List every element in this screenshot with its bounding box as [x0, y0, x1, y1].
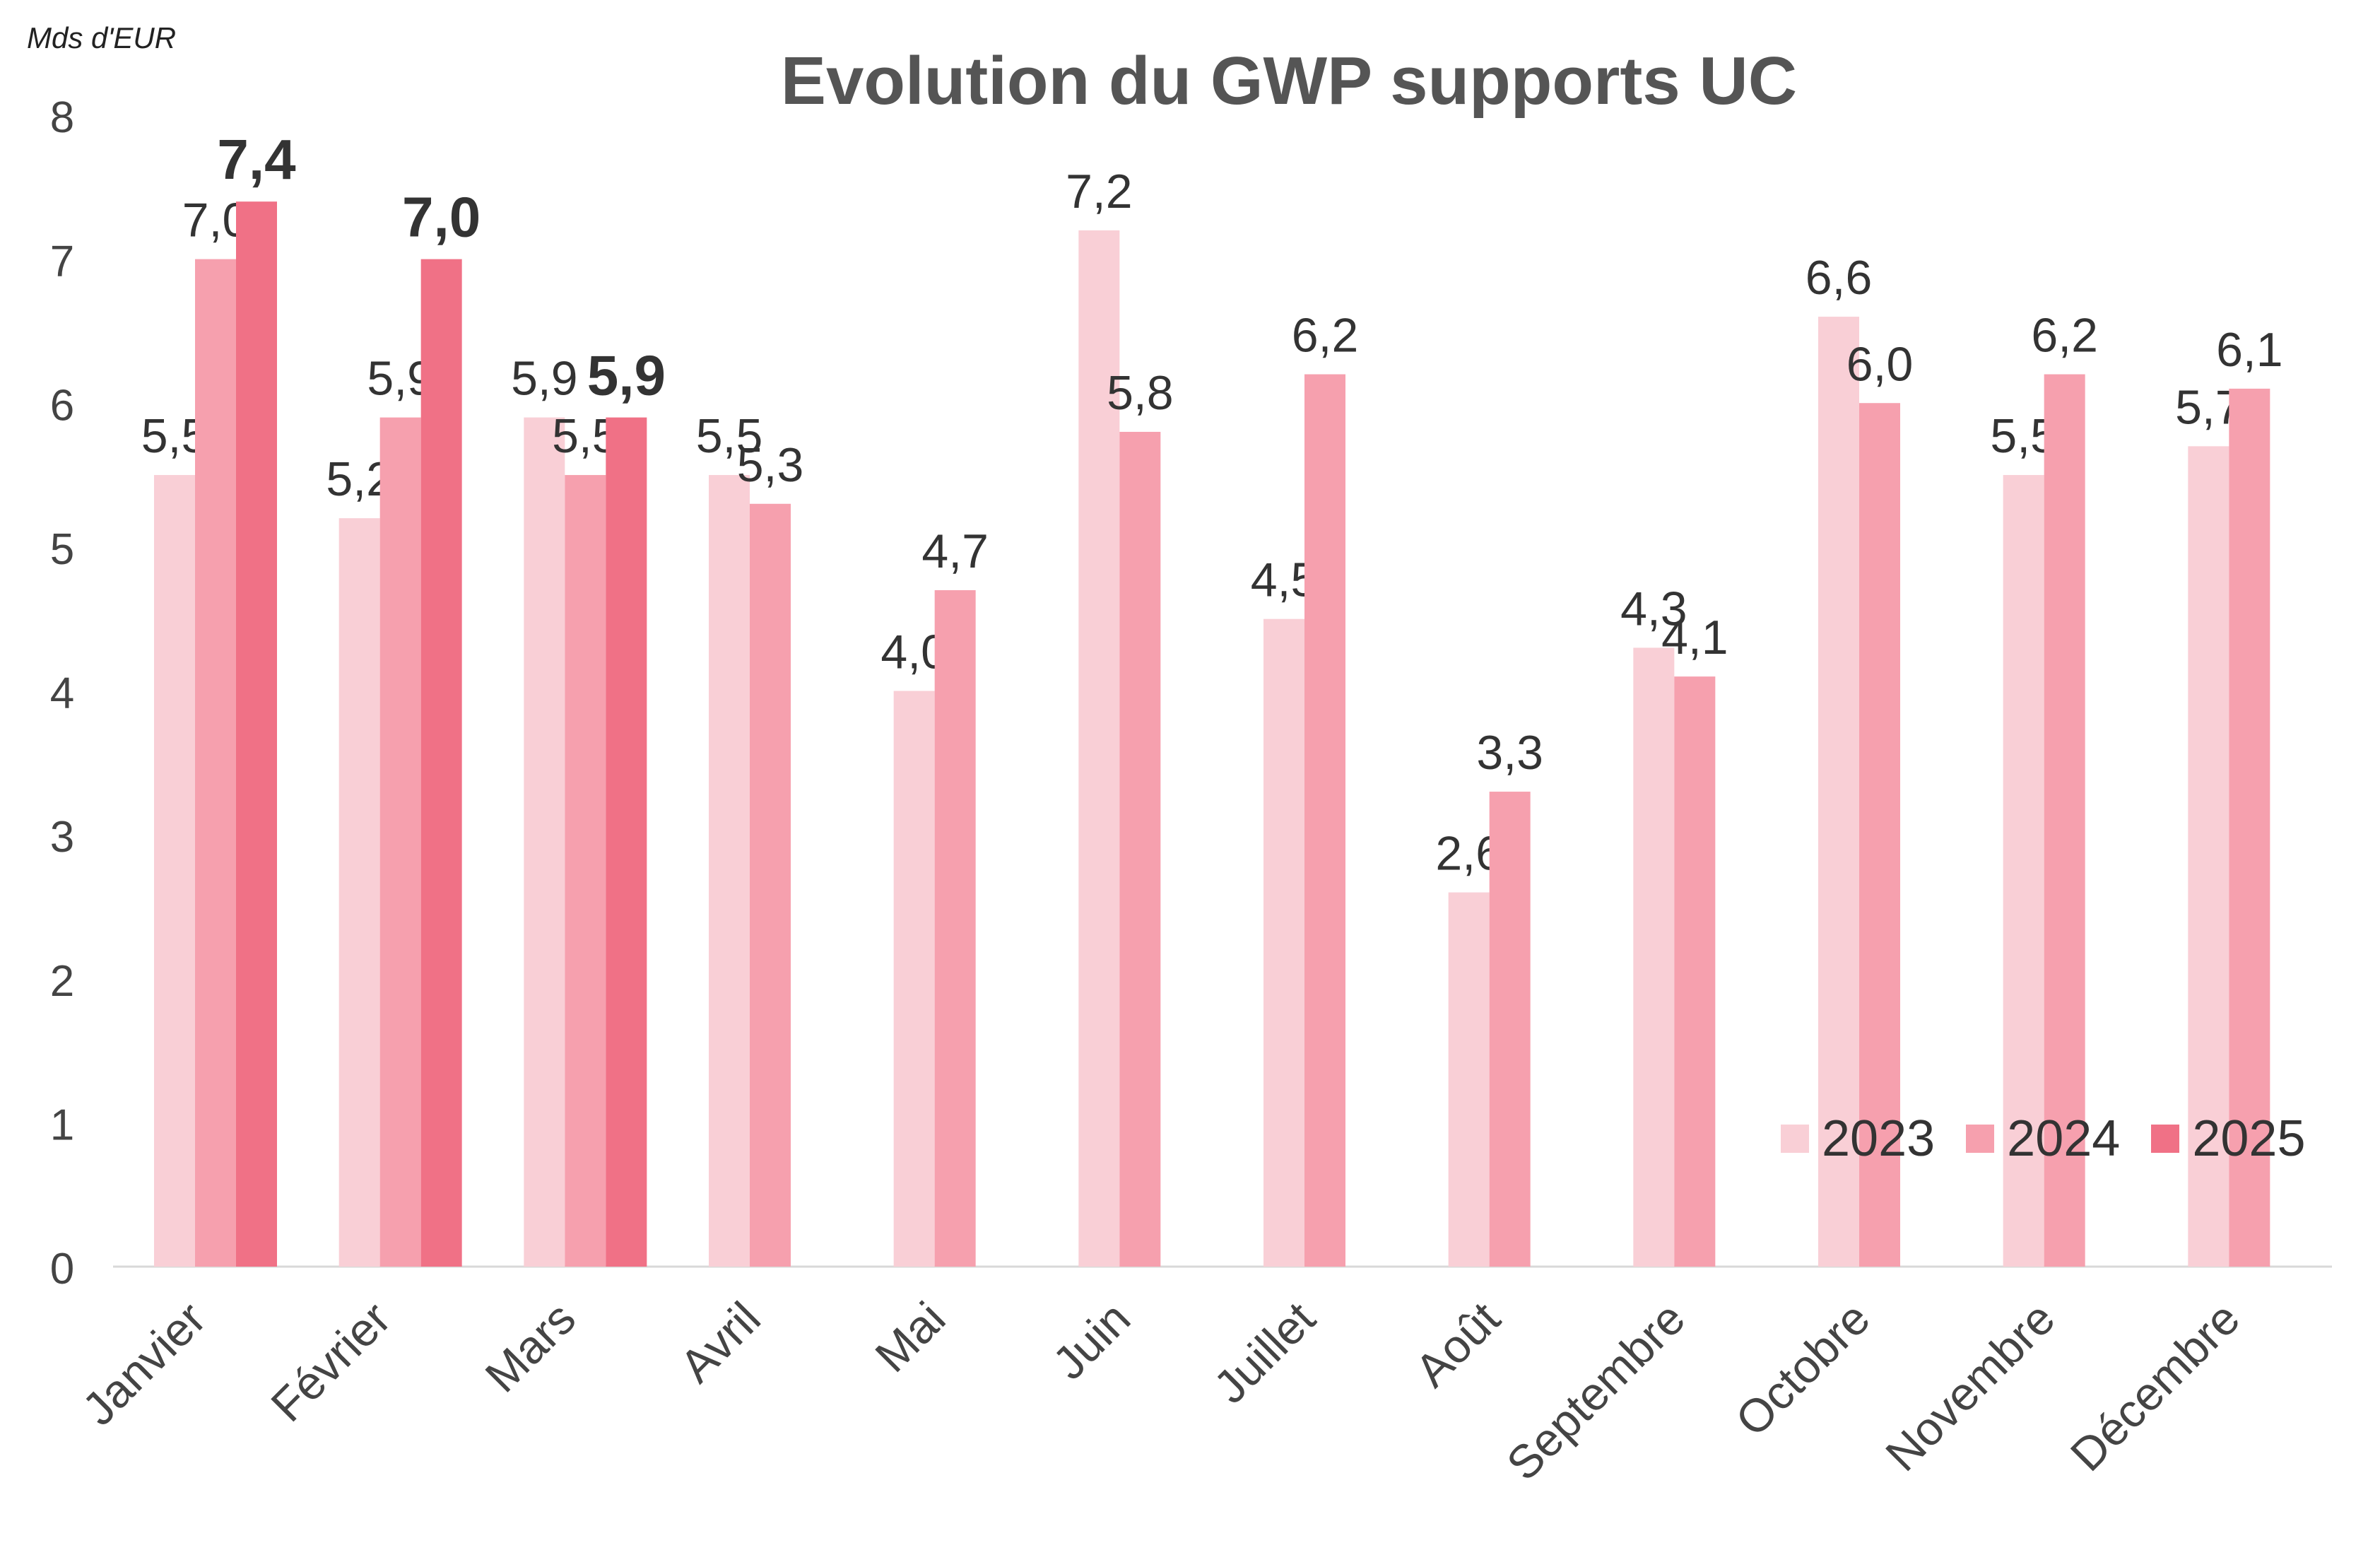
- legend-swatch-2025: [2151, 1125, 2180, 1153]
- legend-swatch-2023: [1781, 1125, 1809, 1153]
- bar-2024: [1489, 792, 1531, 1267]
- y-tick-label: 1: [50, 1101, 74, 1149]
- legend-item-2023: 2023: [1781, 1110, 1935, 1168]
- y-tick-label: 4: [50, 669, 74, 718]
- y-tick-label: 8: [50, 93, 74, 142]
- x-tick-label: Avril: [670, 1292, 770, 1392]
- bar-2023: [1818, 317, 1859, 1267]
- bar-2023: [524, 417, 565, 1267]
- x-tick-label: Novembre: [1875, 1292, 2065, 1481]
- legend-label-2024: 2024: [2007, 1110, 2121, 1167]
- y-tick-label: 2: [50, 957, 74, 1006]
- x-tick-label: Février: [261, 1292, 401, 1432]
- x-tick-label: Janvier: [72, 1292, 216, 1436]
- data-label-2023: 7,2: [1066, 165, 1133, 218]
- data-label-2024: 4,1: [1661, 611, 1728, 664]
- bar-2023: [1078, 230, 1120, 1267]
- data-label-2024: 6,0: [1846, 337, 1914, 391]
- data-label-2024: 6,2: [2031, 309, 2098, 363]
- legend-label-2023: 2023: [1822, 1110, 1936, 1167]
- bar-2024: [934, 589, 976, 1267]
- bar-2023: [1633, 647, 1675, 1267]
- data-label-2025: 5,9: [587, 344, 666, 407]
- bar-2025: [606, 417, 647, 1267]
- bar-2025: [420, 259, 462, 1267]
- data-label-2024: 5,3: [737, 438, 804, 492]
- x-tick-label: Mars: [475, 1292, 585, 1402]
- data-label-2024: 3,3: [1476, 726, 1543, 780]
- data-label-2024: 6,1: [2216, 323, 2283, 377]
- x-tick-label: Mai: [865, 1292, 955, 1383]
- x-tick-label: Août: [1405, 1292, 1509, 1397]
- bar-2023: [1263, 618, 1304, 1267]
- legend-item-2024: 2024: [1966, 1110, 2120, 1168]
- bar-2023: [709, 475, 750, 1267]
- x-tick-label: Juin: [1042, 1292, 1140, 1390]
- data-label-2024: 4,7: [921, 524, 989, 578]
- bar-2024: [1674, 676, 1716, 1267]
- y-tick-label: 3: [50, 813, 74, 862]
- bar-2024: [1304, 374, 1345, 1267]
- y-tick-label: 0: [50, 1245, 74, 1293]
- legend: 2023 2024 2025: [1781, 1110, 2306, 1168]
- bar-2024: [2044, 374, 2085, 1267]
- data-label-2023: 5,9: [511, 352, 578, 406]
- bar-2023: [2003, 475, 2044, 1267]
- data-label-2023: 5,5: [696, 409, 763, 463]
- data-label-2023: 6,6: [1805, 251, 1873, 305]
- x-tick-label: Décembre: [2061, 1292, 2250, 1481]
- y-tick-label: 6: [50, 381, 74, 430]
- bar-2024: [1119, 431, 1161, 1267]
- bar-2023: [893, 691, 935, 1267]
- unit-label: Mds d'EUR: [27, 21, 177, 54]
- bar-2024: [379, 417, 421, 1267]
- bar-2025: [236, 201, 277, 1267]
- legend-item-2025: 2025: [2151, 1110, 2306, 1168]
- bar-2024: [195, 259, 236, 1267]
- y-tick-label: 5: [50, 525, 74, 574]
- x-tick-label: Septembre: [1497, 1292, 1695, 1491]
- x-tick-label: Octobre: [1726, 1292, 1880, 1446]
- data-label-2023: 4,3: [1620, 582, 1687, 635]
- bar-2024: [1859, 403, 1900, 1267]
- bar-2023: [338, 518, 380, 1267]
- data-label-2025: 7,0: [402, 186, 481, 249]
- chart-title: Evolution du GWP supports UC: [780, 43, 1798, 119]
- data-label-2025: 7,4: [217, 128, 296, 191]
- bar-2024: [750, 503, 791, 1267]
- legend-label-2025: 2025: [2192, 1110, 2306, 1167]
- bar-2023: [2188, 446, 2229, 1267]
- bar-2024: [2229, 388, 2270, 1267]
- data-label-2024: 6,2: [1292, 309, 1359, 363]
- bar-2023: [1448, 892, 1490, 1267]
- x-tick-label: Juillet: [1203, 1292, 1325, 1414]
- legend-swatch-2024: [1966, 1125, 1995, 1153]
- bar-2024: [565, 475, 606, 1267]
- data-label-2024: 5,8: [1107, 366, 1174, 420]
- bar-2023: [154, 475, 195, 1267]
- y-tick-label: 7: [50, 237, 74, 286]
